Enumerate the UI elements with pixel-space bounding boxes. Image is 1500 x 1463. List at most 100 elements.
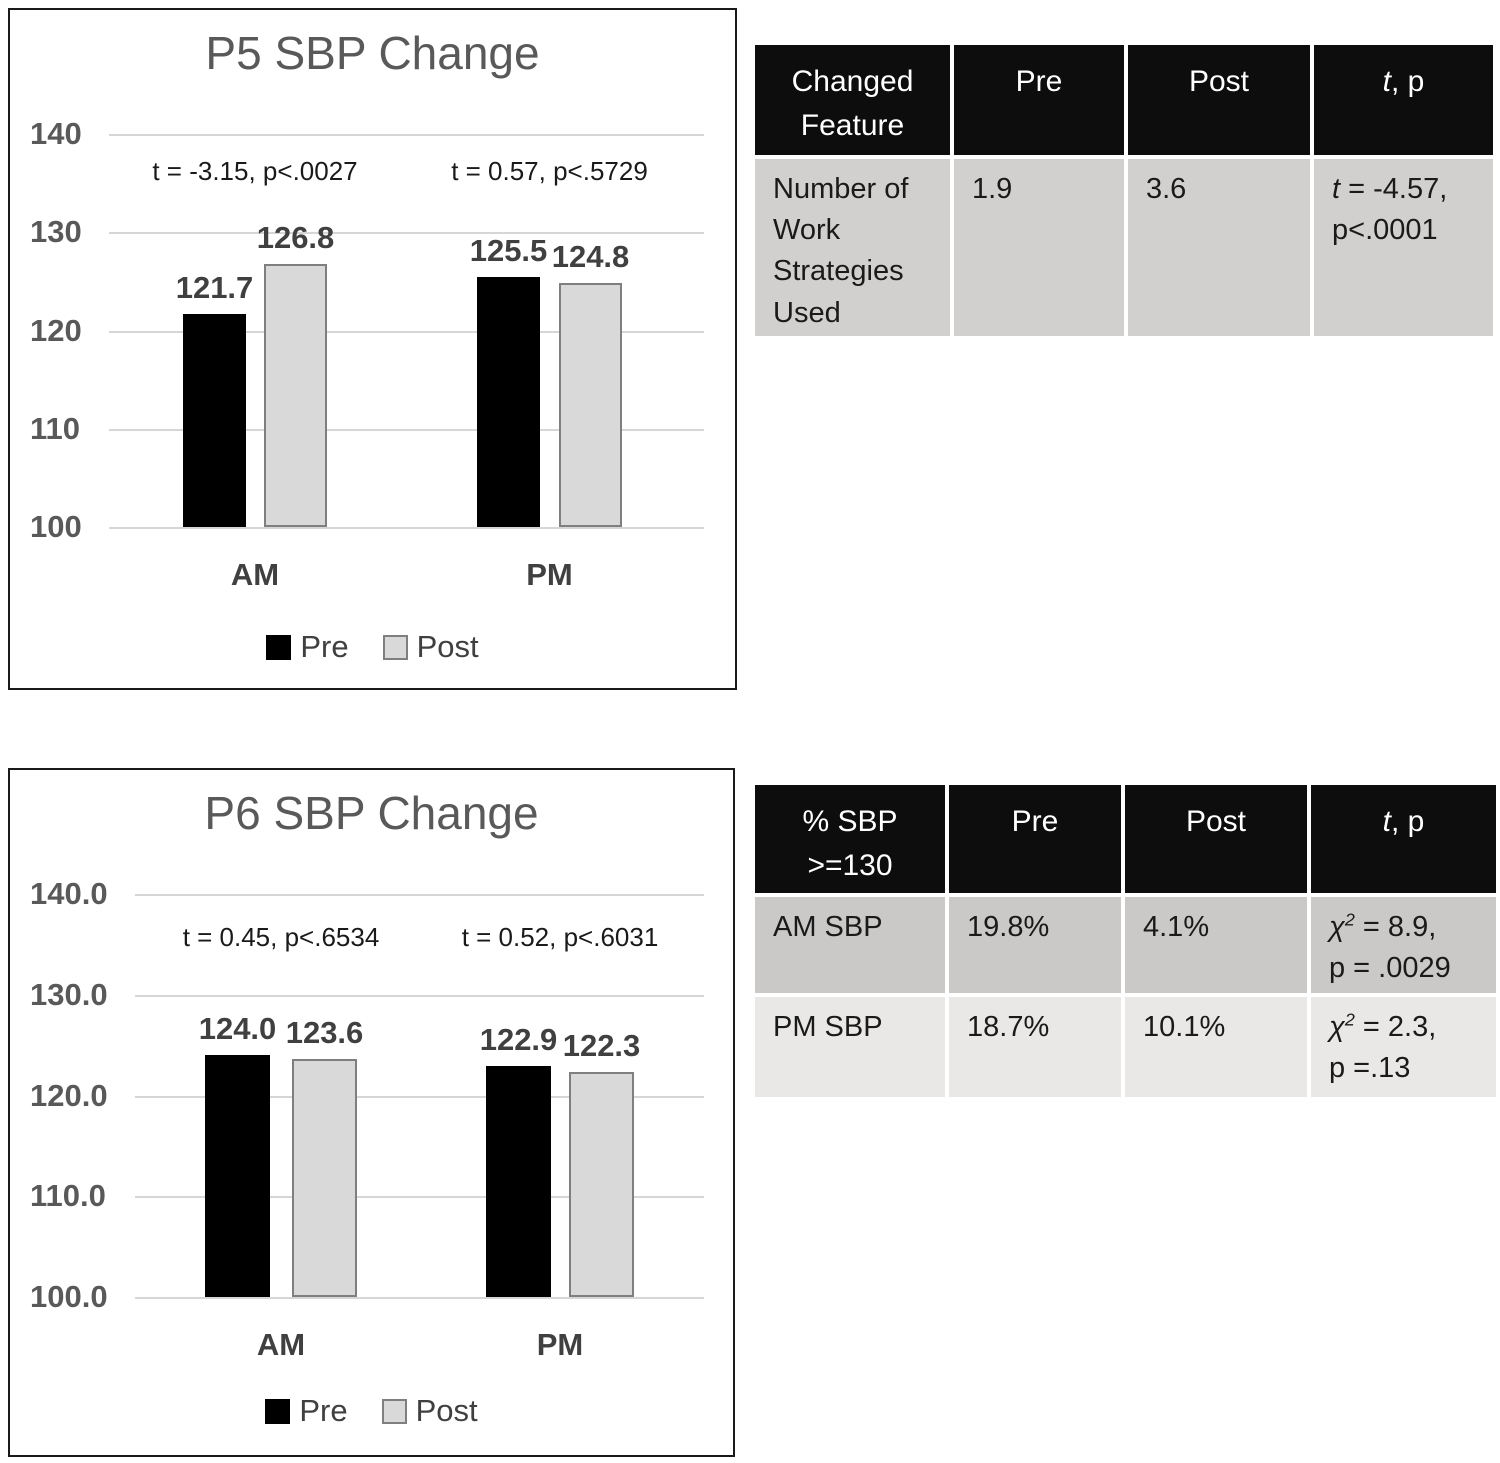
legend-item-pre: Pre <box>265 1393 348 1429</box>
header-text: , p <box>1390 805 1425 838</box>
category-label: AM <box>230 557 280 592</box>
bar-value-label: 121.7 <box>175 269 254 305</box>
table-header-cell: % SBP >=130 <box>755 785 945 893</box>
p6-sbp-change-chart: P6 SBP Change 140.0 130.0 120.0 110.0 100.0 12… <box>8 768 735 1457</box>
stat-line-1: χ2 = 8.9, <box>1329 907 1490 948</box>
table-cell: Number of Work Strategies Used <box>755 159 950 336</box>
bar-pre-pm <box>477 276 540 527</box>
table-header-cell: Post <box>1128 45 1310 155</box>
table-header-cell: Changed Feature <box>755 45 950 155</box>
stat-line-2: p = .0029 <box>1329 952 1451 985</box>
stat-rest: = -4.57, <box>1340 173 1448 205</box>
y-axis-tick-label: 130 <box>30 214 82 249</box>
stat-annotation: t = 0.57, p<.5729 <box>451 156 648 186</box>
bar-value-label: 123.6 <box>285 1015 364 1051</box>
stat-symbol: χ2 <box>1329 1009 1355 1043</box>
bar-pre-am <box>205 1055 270 1297</box>
table-cell: 3.6 <box>1128 159 1310 336</box>
stat-symbol: χ2 <box>1329 909 1355 943</box>
stat-line-1: t = -4.57, <box>1332 169 1487 210</box>
grid-line <box>135 1196 704 1198</box>
bar-post-pm <box>559 283 622 527</box>
table-cell: χ2 = 2.3, p =.13 <box>1311 997 1496 1097</box>
table-cell: χ2 = 8.9, p = .0029 <box>1311 897 1496 993</box>
y-axis-tick-label: 100.0 <box>30 1279 108 1314</box>
legend-label: Post <box>416 629 479 664</box>
y-axis-tick-label: 100 <box>30 509 82 544</box>
table-cell: 10.1% <box>1125 997 1307 1097</box>
y-axis-tick-label: 140.0 <box>30 876 108 911</box>
legend-item-post: Post <box>381 1393 478 1429</box>
table-header-cell: t, p <box>1311 785 1496 893</box>
grid-line <box>135 1297 704 1299</box>
header-text: , p <box>1390 65 1425 98</box>
stat-rest: = 2.3, <box>1354 1011 1437 1043</box>
bar-post-pm <box>569 1072 634 1297</box>
table-cell: 1.9 <box>954 159 1124 336</box>
chart-title: P5 SBP Change <box>205 27 540 79</box>
y-axis-tick-label: 140 <box>30 116 82 151</box>
table-header-cell: Pre <box>954 45 1124 155</box>
bar-post-am <box>292 1059 357 1297</box>
stat-annotation: t = -3.15, p<.0027 <box>152 156 358 186</box>
table-cell: PM SBP <box>755 997 945 1097</box>
p5-sbp-change-chart: P5 SBP Change 140 130 120 110 100 121.7 126.8 t … <box>8 8 737 690</box>
pre-legend-swatch <box>265 1398 291 1424</box>
legend: Pre Post <box>10 629 735 665</box>
y-axis-tick-label: 120.0 <box>30 1078 108 1113</box>
grid-line <box>135 995 704 997</box>
stat-line-2: p =.13 <box>1329 1052 1411 1085</box>
legend-item-post: Post <box>382 629 479 665</box>
table-cell: 4.1% <box>1125 897 1307 993</box>
table-header-cell: Post <box>1125 785 1307 893</box>
legend-label: Post <box>415 1393 478 1428</box>
table-cell: 19.8% <box>949 897 1121 993</box>
y-axis-tick-label: 120 <box>30 313 82 348</box>
grid-line <box>109 232 704 234</box>
category-label: PM <box>526 557 573 592</box>
bar-value-label: 125.5 <box>469 232 548 268</box>
bar-pre-pm <box>486 1066 551 1297</box>
bar-value-label: 124.8 <box>551 239 630 275</box>
stat-superscript: 2 <box>1344 1009 1355 1030</box>
grid-line <box>109 527 704 529</box>
bar-value-label: 122.3 <box>562 1028 641 1064</box>
grid-line <box>109 134 704 136</box>
table-cell: AM SBP <box>755 897 945 993</box>
table-header-cell: t, p <box>1314 45 1493 155</box>
y-axis-tick-label: 130.0 <box>30 977 108 1012</box>
legend-item-pre: Pre <box>266 629 349 665</box>
changed-feature-table: Changed Feature Pre Post t, p Number of Work… <box>755 45 1493 336</box>
stat-line-1: χ2 = 2.3, <box>1329 1007 1490 1048</box>
table-cell: 18.7% <box>949 997 1121 1097</box>
y-axis-tick-label: 110.0 <box>30 1178 106 1213</box>
bar-value-label: 122.9 <box>479 1022 558 1058</box>
stat-superscript: 2 <box>1344 909 1355 930</box>
sbp-threshold-table: % SBP >=130 Pre Post t, p AM SBP 19.8% 4.1% χ2 … <box>755 785 1496 1097</box>
post-legend-swatch <box>381 1398 407 1424</box>
stat-annotation: t = 0.45, p<.6534 <box>182 922 380 952</box>
grid-line <box>135 894 704 896</box>
grid-line <box>109 331 704 333</box>
grid-line <box>135 1096 704 1098</box>
stat-symbol: t <box>1332 173 1341 205</box>
pre-legend-swatch <box>266 634 292 660</box>
table-header-cell: Pre <box>949 785 1121 893</box>
bar-value-label: 124.0 <box>198 1011 277 1047</box>
bar-value-label: 126.8 <box>256 219 335 255</box>
category-label: AM <box>256 1327 306 1362</box>
bar-post-am <box>264 263 327 527</box>
grid-line <box>109 429 704 431</box>
post-legend-swatch <box>382 634 408 660</box>
chart-title: P6 SBP Change <box>204 787 539 839</box>
stat-rest: = 8.9, <box>1354 911 1437 943</box>
stat-annotation: t = 0.52, p<.6031 <box>461 922 659 952</box>
stat-line-2: p<.0001 <box>1332 214 1438 247</box>
stat-symbol: t <box>1382 65 1391 98</box>
legend-label: Pre <box>299 1393 348 1428</box>
table-cell: t = -4.57, p<.0001 <box>1314 159 1493 336</box>
category-label: PM <box>536 1327 584 1362</box>
legend-label: Pre <box>300 629 349 664</box>
stat-symbol: t <box>1382 805 1391 838</box>
